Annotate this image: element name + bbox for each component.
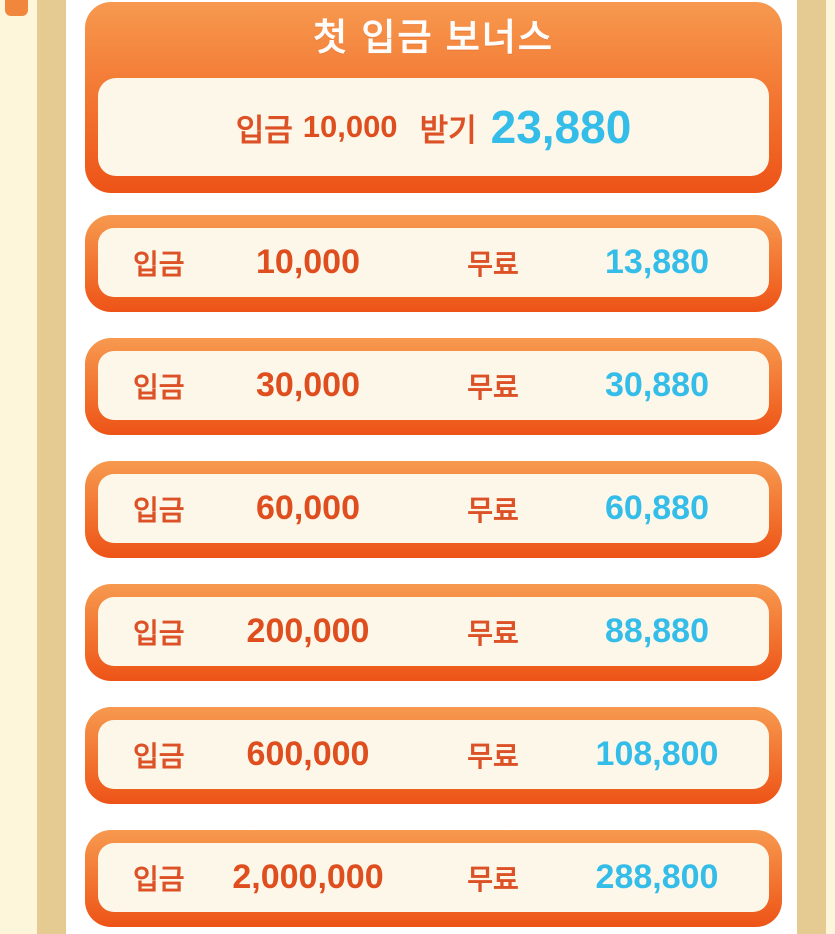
bonus-amount: 88,880 <box>605 612 709 650</box>
bonus-amount: 13,880 <box>605 243 709 281</box>
deposit-amount: 200,000 <box>246 612 370 650</box>
free-label: 무료 <box>467 740 519 772</box>
page-title: 첫 입금 보너스 <box>313 17 554 58</box>
deposit-row[interactable]: 입금 60,000 무료 60,880 <box>85 461 782 558</box>
deposit-row-inner: 입금 30,000 무료 30,880 <box>98 351 769 420</box>
bonus-amount: 60,880 <box>605 489 709 527</box>
deposit-label: 입금 <box>133 371 185 403</box>
deposit-row[interactable]: 입금 600,000 무료 108,800 <box>85 707 782 804</box>
free-label: 무료 <box>467 617 519 649</box>
deposit-amount: 10,000 <box>302 109 398 144</box>
deposit-row-inner: 입금 200,000 무료 88,880 <box>98 597 769 666</box>
first-deposit-bonus-card: 첫 입금 보너스 입금 10,000 받기 23,880 <box>85 2 782 193</box>
bonus-amount: 108,800 <box>595 735 719 773</box>
bonus-amount: 23,880 <box>490 101 632 153</box>
deposit-label: 입금 <box>133 617 185 649</box>
deposit-row-inner: 입금 600,000 무료 108,800 <box>98 720 769 789</box>
deposit-label: 입금 <box>133 863 185 895</box>
deposit-row[interactable]: 입금 2,000,000 무료 288,800 <box>85 830 782 927</box>
claim-bonus-button[interactable]: 입금 10,000 받기 23,880 <box>98 78 769 176</box>
deposit-amount: 10,000 <box>256 243 360 281</box>
deposit-amount: 60,000 <box>256 489 360 527</box>
deposit-rows: 입금 10,000 무료 13,880 입금 30,000 무료 30,880 … <box>85 215 782 927</box>
free-label: 무료 <box>467 371 519 403</box>
right-cream-strip <box>826 0 835 934</box>
corner-button-fragment <box>5 0 28 16</box>
claim-label: 받기 <box>419 112 477 148</box>
deposit-label: 입금 <box>235 112 293 148</box>
free-label: 무료 <box>467 494 519 526</box>
left-cream-strip <box>0 0 37 934</box>
deposit-row-inner: 입금 60,000 무료 60,880 <box>98 474 769 543</box>
deposit-row[interactable]: 입금 10,000 무료 13,880 <box>85 215 782 312</box>
free-label: 무료 <box>467 248 519 280</box>
deposit-amount: 30,000 <box>256 366 360 404</box>
deposit-row[interactable]: 입금 200,000 무료 88,880 <box>85 584 782 681</box>
free-label: 무료 <box>467 863 519 895</box>
deposit-label: 입금 <box>133 740 185 772</box>
deposit-row-inner: 입금 2,000,000 무료 288,800 <box>98 843 769 912</box>
deposit-amount: 2,000,000 <box>232 858 384 896</box>
bonus-amount: 30,880 <box>605 366 709 404</box>
bonus-amount: 288,800 <box>595 858 719 896</box>
right-tan-strip <box>797 0 826 934</box>
deposit-row-inner: 입금 10,000 무료 13,880 <box>98 228 769 297</box>
left-tan-strip <box>37 0 66 934</box>
deposit-label: 입금 <box>133 248 185 280</box>
bonus-panel: 첫 입금 보너스 입금 10,000 받기 23,880 입금 10,000 무… <box>85 2 782 934</box>
deposit-amount: 600,000 <box>246 735 370 773</box>
deposit-label: 입금 <box>133 494 185 526</box>
deposit-row[interactable]: 입금 30,000 무료 30,880 <box>85 338 782 435</box>
